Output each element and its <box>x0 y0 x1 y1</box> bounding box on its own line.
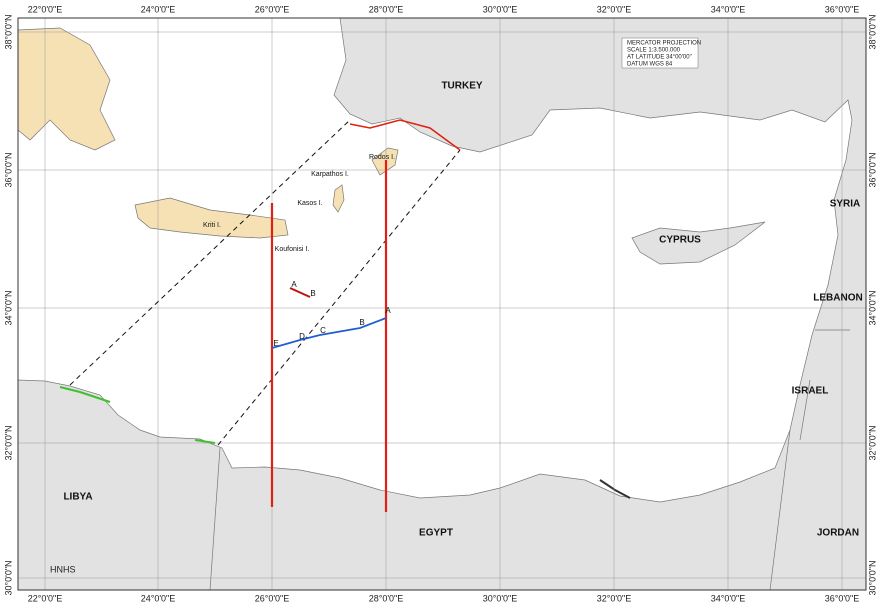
point-label: D <box>299 332 305 341</box>
dashed-line <box>69 119 351 386</box>
graticule: 22°0'0"E 22°0'0"E 24°0'0"E 24°0'0"E 26°0'0"E… <box>3 4 877 603</box>
info-box <box>621 37 699 69</box>
longitude-label: 34°0'0"E <box>711 4 746 14</box>
longitude-label: 22°0'0"E <box>28 4 63 14</box>
longitude-label: 32°0'0"E <box>597 4 632 14</box>
dashed-line <box>217 149 461 446</box>
island-label: Rodos I. <box>369 154 395 161</box>
country-label: CYPRUS <box>659 235 701 246</box>
longitude-label: 24°0'0"E <box>141 593 176 603</box>
longitude-label: 30°0'0"E <box>483 4 518 14</box>
country-label: JORDAN <box>817 528 859 539</box>
point-label: B <box>310 289 315 298</box>
latitude-label: 36°0'0"N <box>3 152 13 187</box>
latitude-label: 38°0'0"N <box>3 14 13 49</box>
island-label: Kasos I. <box>297 200 322 207</box>
latitude-label: 34°0'0"N <box>3 290 13 325</box>
longitude-label: 26°0'0"E <box>255 593 290 603</box>
longitude-label: 34°0'0"E <box>711 593 746 603</box>
latitude-label: 30°0'0"N <box>3 560 13 595</box>
green-coast <box>59 386 111 403</box>
point-label: E <box>273 339 278 348</box>
country-label: TURKEY <box>441 81 482 92</box>
latitude-label: 32°0'0"N <box>3 425 13 460</box>
land <box>17 17 867 591</box>
island-label: Koufonisi I. <box>275 246 310 253</box>
point-label: A <box>291 280 297 289</box>
borders <box>209 329 850 591</box>
point-label: C <box>320 326 326 335</box>
red-segment <box>289 287 311 298</box>
crete <box>134 197 289 239</box>
latitude-label: 36°0'0"N <box>867 152 877 187</box>
red-coast <box>349 119 461 151</box>
map-frame <box>17 17 867 591</box>
longitude-label: 28°0'0"E <box>369 593 404 603</box>
latitude-label: 32°0'0"N <box>867 425 877 460</box>
longitude-label: 28°0'0"E <box>369 4 404 14</box>
point-label: B <box>359 318 364 327</box>
info-text: MERCATOR PROJECTION <box>627 41 701 47</box>
longitude-label: 24°0'0"E <box>141 4 176 14</box>
mainland <box>17 17 867 591</box>
country-label: LEBANON <box>813 293 862 304</box>
latitude-label: 34°0'0"N <box>867 290 877 325</box>
blue-line <box>271 317 387 349</box>
survey-lines <box>59 119 461 512</box>
longitude-label: 26°0'0"E <box>255 4 290 14</box>
longitude-label: 22°0'0"E <box>28 593 63 603</box>
country-label: ISRAEL <box>792 386 829 397</box>
info-text: DATUM WGS 84 <box>627 62 673 68</box>
island-label: Karpathos I. <box>311 171 349 178</box>
delta <box>599 479 631 499</box>
info-text: AT LATITUDE 34°00'00" <box>627 55 692 61</box>
credit: HNHS <box>50 564 76 574</box>
green-coast <box>194 439 216 444</box>
latitude-label: 38°0'0"N <box>867 14 877 49</box>
latitude-label: 30°0'0"N <box>867 560 877 595</box>
country-label: EGYPT <box>419 528 453 539</box>
country-label: SYRIA <box>830 199 861 210</box>
longitude-label: 36°0'0"E <box>825 593 860 603</box>
info-text: SCALE 1:3.500.000 <box>627 48 681 54</box>
cyprus <box>631 221 766 265</box>
longitude-label: 32°0'0"E <box>597 593 632 603</box>
point-label: A <box>385 306 391 315</box>
longitude-label: 36°0'0"E <box>825 4 860 14</box>
greece <box>17 27 116 151</box>
longitude-label: 30°0'0"E <box>483 593 518 603</box>
labels: TURKEY CYPRUS SYRIA LEBANON ISRAEL JORDAN EGYP… <box>50 81 863 575</box>
country-label: LIBYA <box>63 492 92 503</box>
karpathos <box>332 184 345 213</box>
island-label: Kriti I. <box>203 222 221 229</box>
